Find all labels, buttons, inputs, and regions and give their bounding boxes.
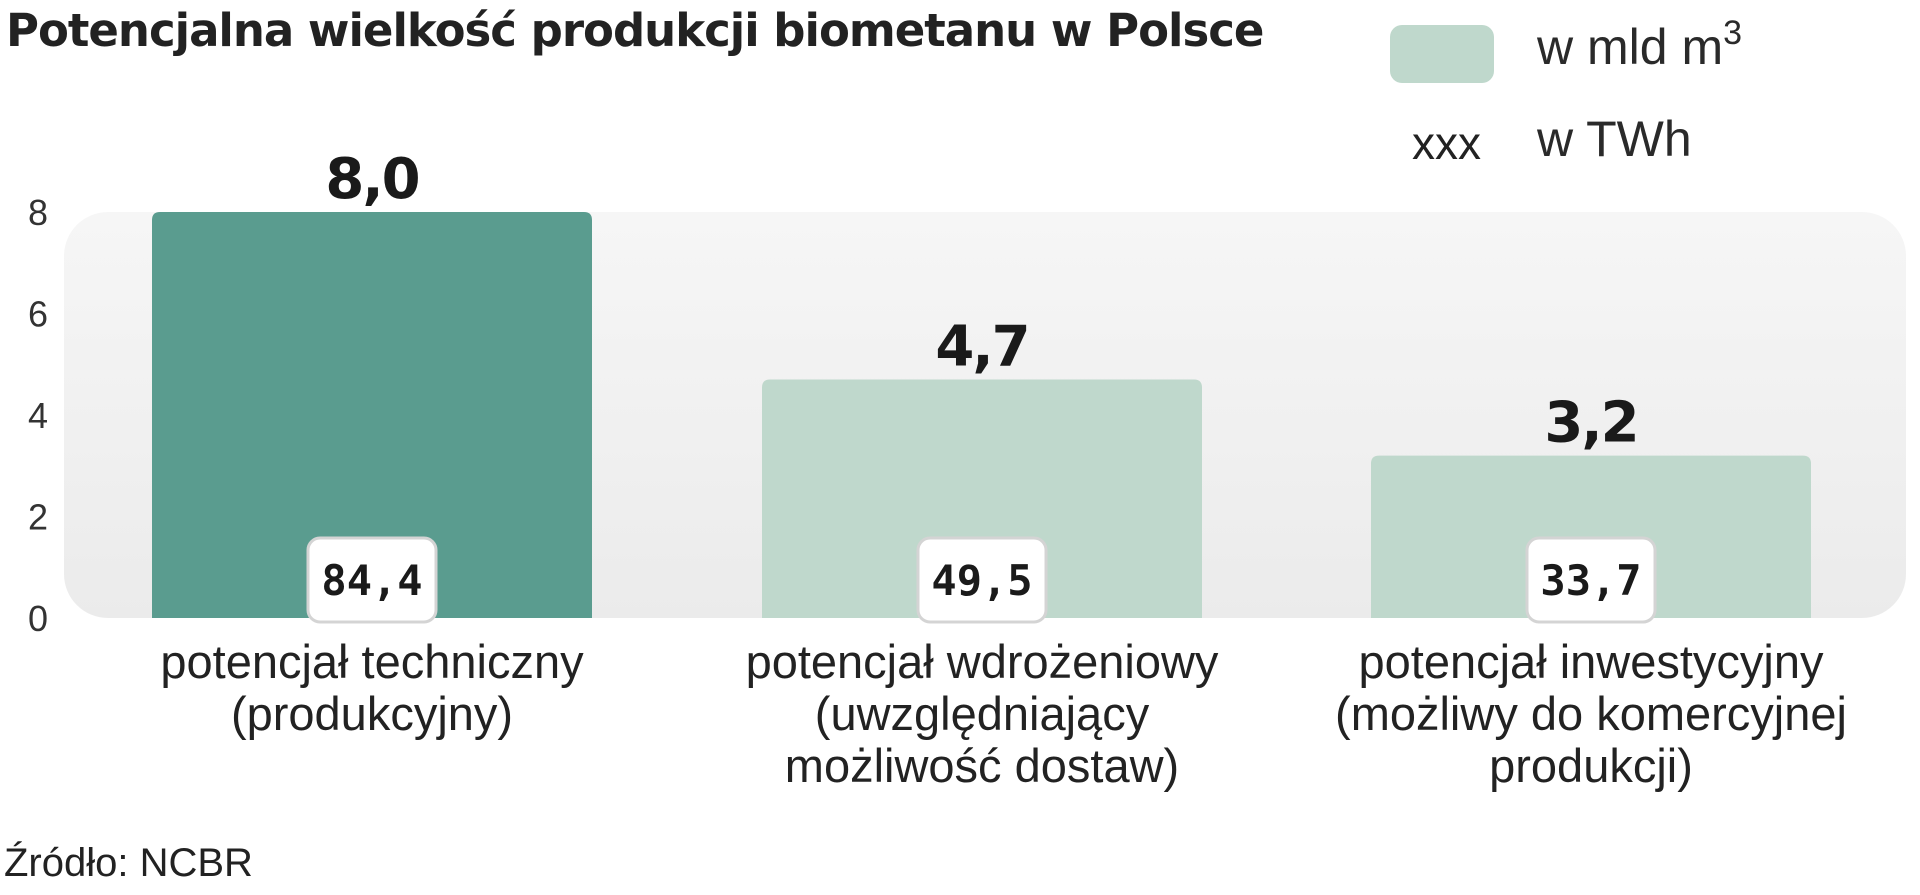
category-label: możliwość dostaw) xyxy=(785,739,1179,792)
legend: w mld m3 xxx w TWh xyxy=(1390,14,1910,169)
y-tick-label: 0 xyxy=(28,598,48,639)
bar-value-label: 8,0 xyxy=(325,147,418,212)
category-label: potencjał inwestycyjny xyxy=(1359,635,1824,688)
twh-value-label: 49,5 xyxy=(931,556,1032,605)
legend-swatch-primary xyxy=(1390,25,1494,83)
twh-label-box xyxy=(306,536,438,624)
legend-label-secondary: w TWh xyxy=(1537,111,1692,167)
category-label: potencjał wdrożeniowy xyxy=(746,635,1219,688)
twh-value-label: 33,7 xyxy=(1540,556,1641,605)
category-label: (możliwy do komercyjnej xyxy=(1335,687,1847,740)
source-note: Źródło: NCBR xyxy=(4,841,253,885)
y-tick-label: 6 xyxy=(28,294,48,335)
twh-value-label: 84,4 xyxy=(321,556,422,605)
bar xyxy=(152,212,592,618)
twh-label-box xyxy=(916,536,1048,624)
bar-value-label: 3,2 xyxy=(1544,391,1637,456)
category-label: potencjał techniczny xyxy=(160,635,584,688)
category-label: (produkcyjny) xyxy=(231,687,513,740)
category-label: (uwzględniający xyxy=(815,687,1150,740)
y-tick-label: 8 xyxy=(28,192,48,233)
legend-marker-secondary: xxx xyxy=(1412,117,1481,169)
bar-value-label: 4,7 xyxy=(935,314,1028,379)
y-tick-label: 2 xyxy=(28,497,48,538)
chart-title: Potencjalna wielkość produkcji biometanu… xyxy=(6,4,1264,57)
y-tick-label: 4 xyxy=(28,395,48,436)
twh-label-box xyxy=(1525,536,1657,624)
category-label: produkcji) xyxy=(1489,739,1693,792)
bar xyxy=(762,379,1202,618)
legend-label-primary: w mld m3 xyxy=(1537,14,1743,75)
